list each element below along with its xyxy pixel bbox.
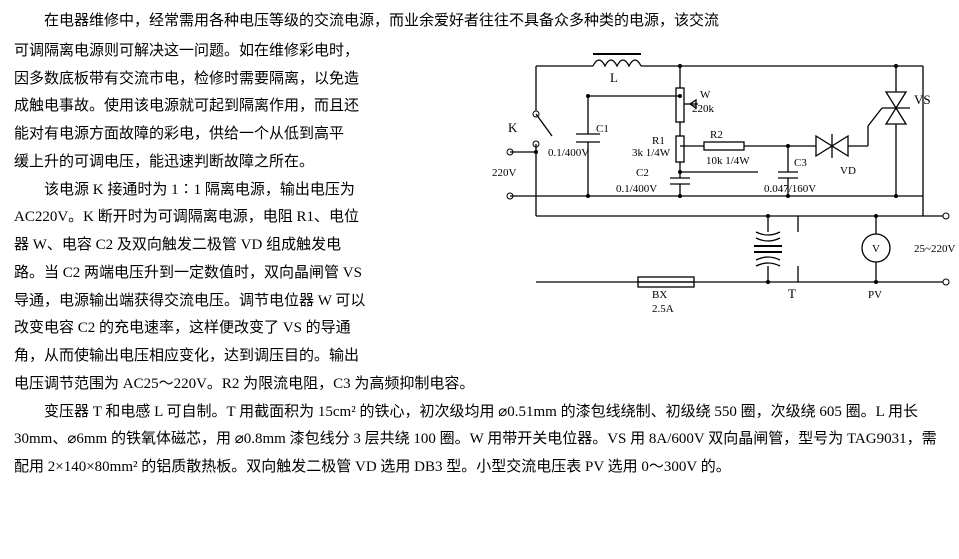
triac-VS	[868, 66, 910, 196]
page-content: 在电器维修中，经常需用各种电压等级的交流电源，而业余爱好者往往不具备众多种类的电…	[14, 8, 945, 482]
label-PV: PV	[868, 289, 882, 301]
circuit-diagram: L K 220V C1 0.1/400V	[488, 36, 958, 326]
label-C2v: 0.1/400V	[616, 183, 657, 195]
line: 改变电容 C2 的充电速率，这样便改变了 VS 的导通	[14, 315, 478, 343]
line: 成触电事故。使用该电源就可起到隔离作用，而且还	[14, 93, 478, 121]
label-R1v: 3k 1/4W	[632, 147, 671, 159]
label-Vout: 25~220V	[914, 243, 955, 255]
line: 角，从而使输出电压相应变化，达到调压目的。输出	[14, 343, 478, 371]
label-R2: R2	[710, 129, 723, 141]
line: 能对有电源方面故障的彩电，供给一个从低到高平	[14, 121, 478, 149]
left-column: 可调隔离电源则可解决这一问题。如在维修彩电时， 因多数底板带有交流市电，检修时需…	[14, 38, 478, 371]
label-C1: C1	[596, 123, 609, 135]
paragraph-4: 电压调节范围为 AC25～220V。R2 为限流电阻，C3 为高频抑制电容。	[14, 371, 945, 399]
label-C3v: 0.047/160V	[764, 183, 816, 195]
label-L: L	[610, 70, 618, 85]
line: 因多数底板带有交流市电，检修时需要隔离，以免造	[14, 66, 478, 94]
label-R2v: 10k 1/4W	[706, 155, 750, 167]
label-C2: C2	[636, 167, 649, 179]
line: 缓上升的可调电压，能迅速判断故障之所在。	[14, 149, 478, 177]
label-BXv: 2.5A	[652, 303, 674, 315]
label-R1: R1	[652, 135, 665, 147]
line: 该电源 K 接通时为 1∶1 隔离电源，输出电压为	[14, 177, 478, 205]
label-T: T	[788, 286, 796, 301]
transformer-T	[754, 216, 798, 282]
paragraph-5: 变压器 T 和电感 L 可自制。T 用截面积为 15cm² 的铁心，初次级均用 …	[14, 399, 945, 482]
label-C1v: 0.1/400V	[548, 147, 589, 159]
label-K: K	[508, 120, 518, 135]
line: AC220V。K 断开时为可调隔离电源，电阻 R1、电位	[14, 204, 478, 232]
line: 路。当 C2 两端电压升到一定数值时，双向晶闸管 VS	[14, 260, 478, 288]
label-BX: BX	[652, 289, 667, 301]
line: 器 W、电容 C2 及双向触发二极管 VD 组成触发电	[14, 232, 478, 260]
label-220v: 220V	[492, 167, 517, 179]
circuit-svg: L K 220V C1 0.1/400V	[488, 36, 958, 326]
label-W: W	[700, 89, 711, 101]
label-VD: VD	[840, 165, 856, 177]
paragraph-1: 在电器维修中，经常需用各种电压等级的交流电源，而业余爱好者往往不具备众多种类的电…	[14, 8, 945, 36]
line: 可调隔离电源则可解决这一问题。如在维修彩电时，	[14, 38, 478, 66]
label-Wv: 220k	[692, 103, 715, 115]
label-Vsym: V	[872, 243, 880, 255]
line: 导通，电源输出端获得交流电压。调节电位器 W 可以	[14, 288, 478, 316]
label-VS: VS	[914, 92, 931, 107]
diac-VD	[788, 134, 868, 158]
label-C3: C3	[794, 157, 807, 169]
